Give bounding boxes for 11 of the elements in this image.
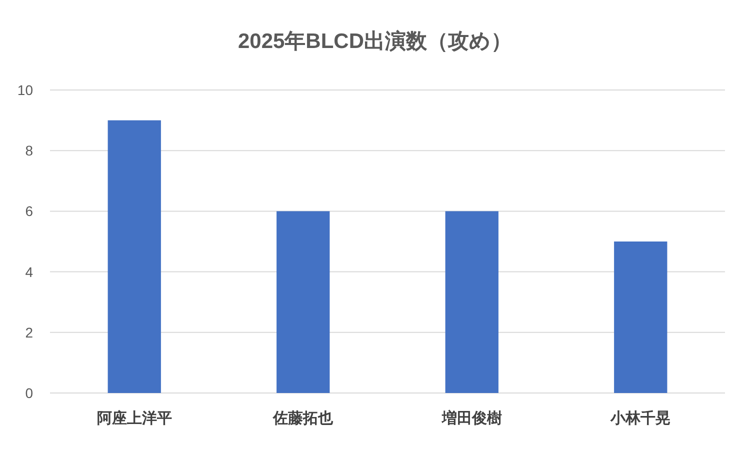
- y-tick-label: 6: [25, 203, 34, 220]
- x-tick-label: 阿座上洋平: [96, 409, 172, 427]
- y-tick-label: 10: [17, 82, 34, 98]
- x-tick-label: 小林千晃: [610, 410, 671, 427]
- y-tick-label: 0: [25, 385, 34, 401]
- x-tick-label: 増田俊樹: [440, 409, 502, 427]
- title: 2025年BLCD出演数（攻め）: [238, 30, 512, 53]
- y-tick-label: 8: [25, 142, 34, 159]
- y-tick-label: 2: [25, 324, 34, 340]
- y-tick-label: 4: [25, 264, 34, 280]
- x-tick-label: 佐藤拓也: [272, 410, 334, 427]
